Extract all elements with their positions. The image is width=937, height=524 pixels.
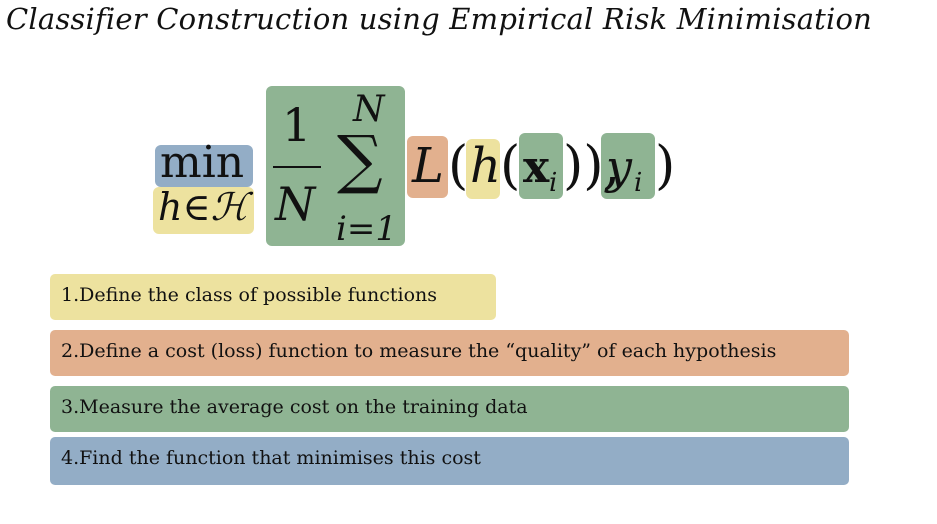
- fraction-numerator: 1: [282, 98, 312, 152]
- page-title: Classifier Construction using Empirical …: [6, 2, 873, 36]
- sum-lower-limit: i=1: [336, 209, 397, 249]
- summation-sign: ∑: [337, 123, 383, 197]
- min-operator: min: [160, 137, 245, 188]
- fraction-bar: [273, 166, 321, 168]
- hypothesis-class-constraint: h∈ℋ: [158, 185, 249, 229]
- label-y-subscript: i: [634, 168, 643, 198]
- label-y-symbol: y: [606, 140, 632, 194]
- step-find-minimiser: 4.Find the function that minimises this …: [50, 437, 849, 485]
- step-define-loss-function: 2.Define a cost (loss) function to measu…: [50, 330, 849, 376]
- erm-formula: min h∈ℋ 1 N N ∑ i=1 L ( h ( x i )), y i …: [0, 0, 937, 260]
- min-highlight: [155, 145, 253, 187]
- close-paren-final: ): [655, 136, 676, 196]
- loss-highlight: [407, 136, 448, 198]
- close-parens: )),: [563, 136, 621, 196]
- hypothesis-highlight: [466, 139, 500, 199]
- hypothesis-symbol: h: [470, 138, 501, 194]
- constraint-highlight: [153, 187, 254, 234]
- loss-function-symbol: L: [412, 138, 444, 194]
- label-y-highlight: [601, 133, 655, 199]
- sum-upper-limit: N: [353, 89, 385, 130]
- fraction-denominator: N: [275, 177, 316, 231]
- step-define-function-class: 1.Define the class of possible functions: [50, 274, 496, 320]
- input-x-highlight: [519, 133, 563, 199]
- input-x-symbol: x: [523, 142, 550, 193]
- step-measure-average-cost: 3.Measure the average cost on the traini…: [50, 386, 849, 432]
- input-x-subscript: i: [549, 168, 558, 198]
- open-paren-1: (: [448, 136, 469, 196]
- open-paren-2: (: [500, 136, 521, 196]
